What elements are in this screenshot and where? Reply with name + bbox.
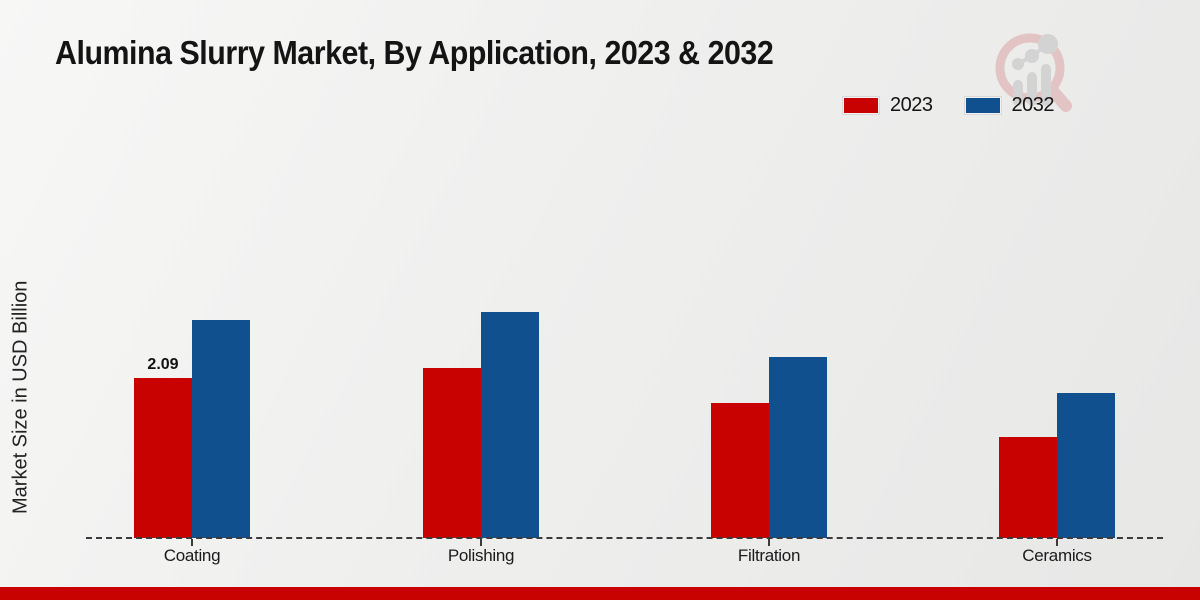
bar-2032-filtration bbox=[769, 357, 827, 538]
legend-swatch-2032 bbox=[963, 96, 1002, 115]
legend-item-2032: 2032 bbox=[963, 94, 1055, 117]
bar-2023-ceramics bbox=[999, 437, 1057, 538]
bar-2032-coating bbox=[192, 320, 250, 538]
bar-2023-filtration bbox=[711, 403, 769, 538]
x-axis-tick-filtration bbox=[768, 539, 770, 546]
data-label-2023-coating: 2.09 bbox=[147, 356, 179, 373]
x-axis-tick-ceramics bbox=[1056, 539, 1058, 546]
legend-label-2023: 2023 bbox=[890, 94, 933, 116]
bar-2023-coating bbox=[134, 378, 192, 538]
x-axis-baseline bbox=[86, 537, 1163, 539]
x-axis-label-coating: Coating bbox=[163, 546, 221, 565]
bar-2023-polishing bbox=[423, 368, 481, 538]
legend: 2023 2032 bbox=[842, 94, 1055, 117]
magnifier-bar-chart-logo-icon bbox=[995, 33, 1072, 112]
footer-accent-bar bbox=[0, 587, 1200, 600]
x-axis-tick-coating bbox=[191, 539, 193, 546]
legend-swatch-2023 bbox=[842, 96, 880, 115]
x-axis-label-polishing: Polishing bbox=[447, 546, 515, 565]
bar-2032-polishing bbox=[481, 312, 539, 538]
legend-label-2032: 2032 bbox=[1011, 94, 1055, 116]
x-axis-label-ceramics: Ceramics bbox=[1022, 546, 1092, 565]
x-axis-tick-polishing bbox=[480, 539, 482, 546]
legend-item-2023: 2023 bbox=[842, 94, 933, 117]
x-axis-label-filtration: Filtration bbox=[737, 546, 801, 565]
bar-2032-ceramics bbox=[1057, 393, 1115, 538]
chart-title: Alumina Slurry Market, By Application, 2… bbox=[55, 34, 774, 71]
